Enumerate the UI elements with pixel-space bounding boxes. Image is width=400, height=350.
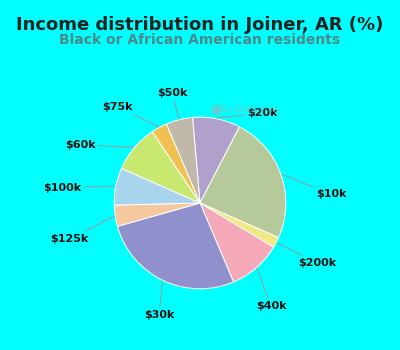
Text: Black or African American residents: Black or African American residents xyxy=(60,33,340,47)
Text: $125k: $125k xyxy=(50,216,114,244)
Wedge shape xyxy=(200,127,286,238)
Wedge shape xyxy=(200,203,278,247)
Wedge shape xyxy=(122,132,200,203)
Wedge shape xyxy=(118,203,234,289)
Text: $20k: $20k xyxy=(217,108,278,118)
Text: $10k: $10k xyxy=(282,174,346,200)
Wedge shape xyxy=(192,117,240,203)
Wedge shape xyxy=(114,203,200,226)
Wedge shape xyxy=(152,124,200,203)
Wedge shape xyxy=(166,118,200,203)
Text: ⬤: ⬤ xyxy=(210,105,221,115)
Text: Income distribution in Joiner, AR (%): Income distribution in Joiner, AR (%) xyxy=(16,16,384,34)
Text: $50k: $50k xyxy=(157,88,187,119)
Text: $60k: $60k xyxy=(65,140,134,150)
Text: $30k: $30k xyxy=(144,281,174,320)
Text: $100k: $100k xyxy=(44,183,115,193)
Text: City-Data.com: City-Data.com xyxy=(216,105,280,114)
Text: $75k: $75k xyxy=(102,102,159,127)
Text: $200k: $200k xyxy=(277,243,337,268)
Wedge shape xyxy=(200,203,274,282)
Wedge shape xyxy=(114,168,200,205)
Text: $40k: $40k xyxy=(256,268,286,311)
